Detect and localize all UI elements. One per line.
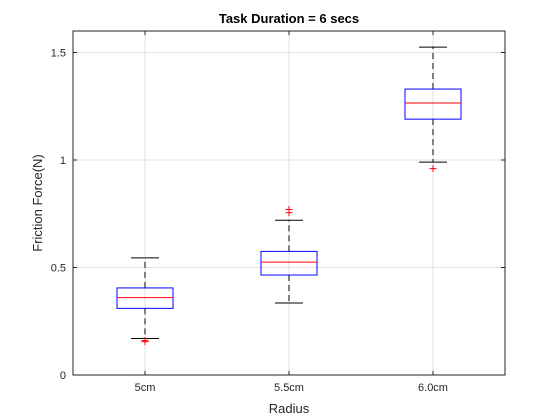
x-tick-label: 5.5cm bbox=[274, 382, 304, 394]
chart-title: Task Duration = 6 secs bbox=[219, 11, 359, 26]
y-tick-label: 0.5 bbox=[51, 263, 66, 275]
y-axis-label: Friction Force(N) bbox=[30, 154, 45, 252]
y-tick-label: 0 bbox=[60, 370, 66, 382]
x-axis-label: Radius bbox=[269, 401, 310, 416]
y-tick-label: 1 bbox=[60, 155, 66, 167]
y-tick-label: 1.5 bbox=[51, 48, 66, 60]
x-tick-label: 6.0cm bbox=[418, 382, 448, 394]
x-tick-label: 5cm bbox=[135, 382, 156, 394]
